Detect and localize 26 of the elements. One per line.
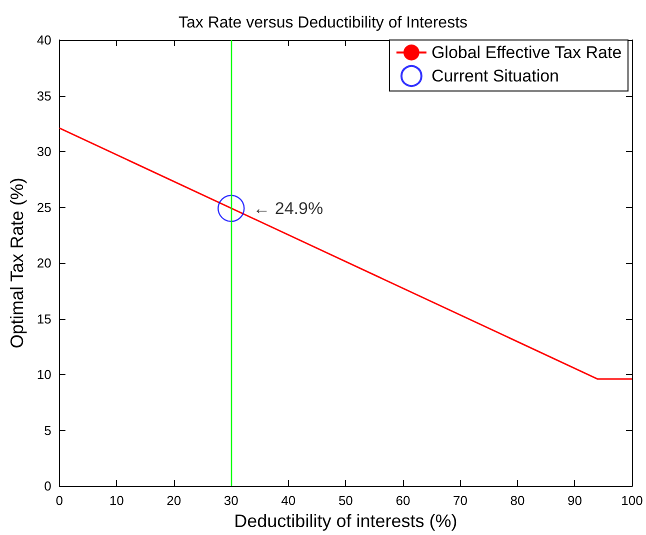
x-tick-label: 30 (224, 493, 238, 508)
y-tick-label: 5 (44, 422, 52, 438)
y-tick-label: 15 (36, 311, 52, 326)
y-tick-label: 20 (36, 256, 52, 271)
x-axis-title: Deductibility of interests (%) (234, 511, 458, 531)
x-tick-label: 70 (452, 493, 468, 508)
y-tick-label: 25 (36, 200, 52, 215)
y-tick-label: 35 (36, 88, 52, 104)
y-tick-label: 10 (36, 367, 52, 382)
x-tick-label: 100 (621, 493, 643, 508)
x-tick-label: 90 (568, 493, 582, 508)
legend-label: Current Situation (431, 66, 560, 86)
x-tick-label: 40 (281, 493, 296, 508)
x-tick-label: 10 (109, 493, 124, 508)
y-tick-label: 0 (44, 478, 52, 494)
x-tick-label: 60 (396, 493, 410, 508)
chart-title: Tax Rate versus Deductibility of Interests (178, 14, 468, 32)
x-tick-label: 0 (56, 493, 63, 508)
y-tick-label: 40 (36, 32, 52, 48)
x-tick-label: 80 (510, 493, 525, 508)
legend-label: Global Effective Tax Rate (431, 43, 622, 62)
y-tick-label: 30 (36, 144, 52, 160)
x-tick-label: 50 (338, 493, 353, 508)
x-tick-label: 20 (166, 493, 182, 508)
y-axis-title: Optimal Tax Rate (%) (7, 178, 27, 348)
annotation: ← 24.9% (253, 198, 324, 218)
